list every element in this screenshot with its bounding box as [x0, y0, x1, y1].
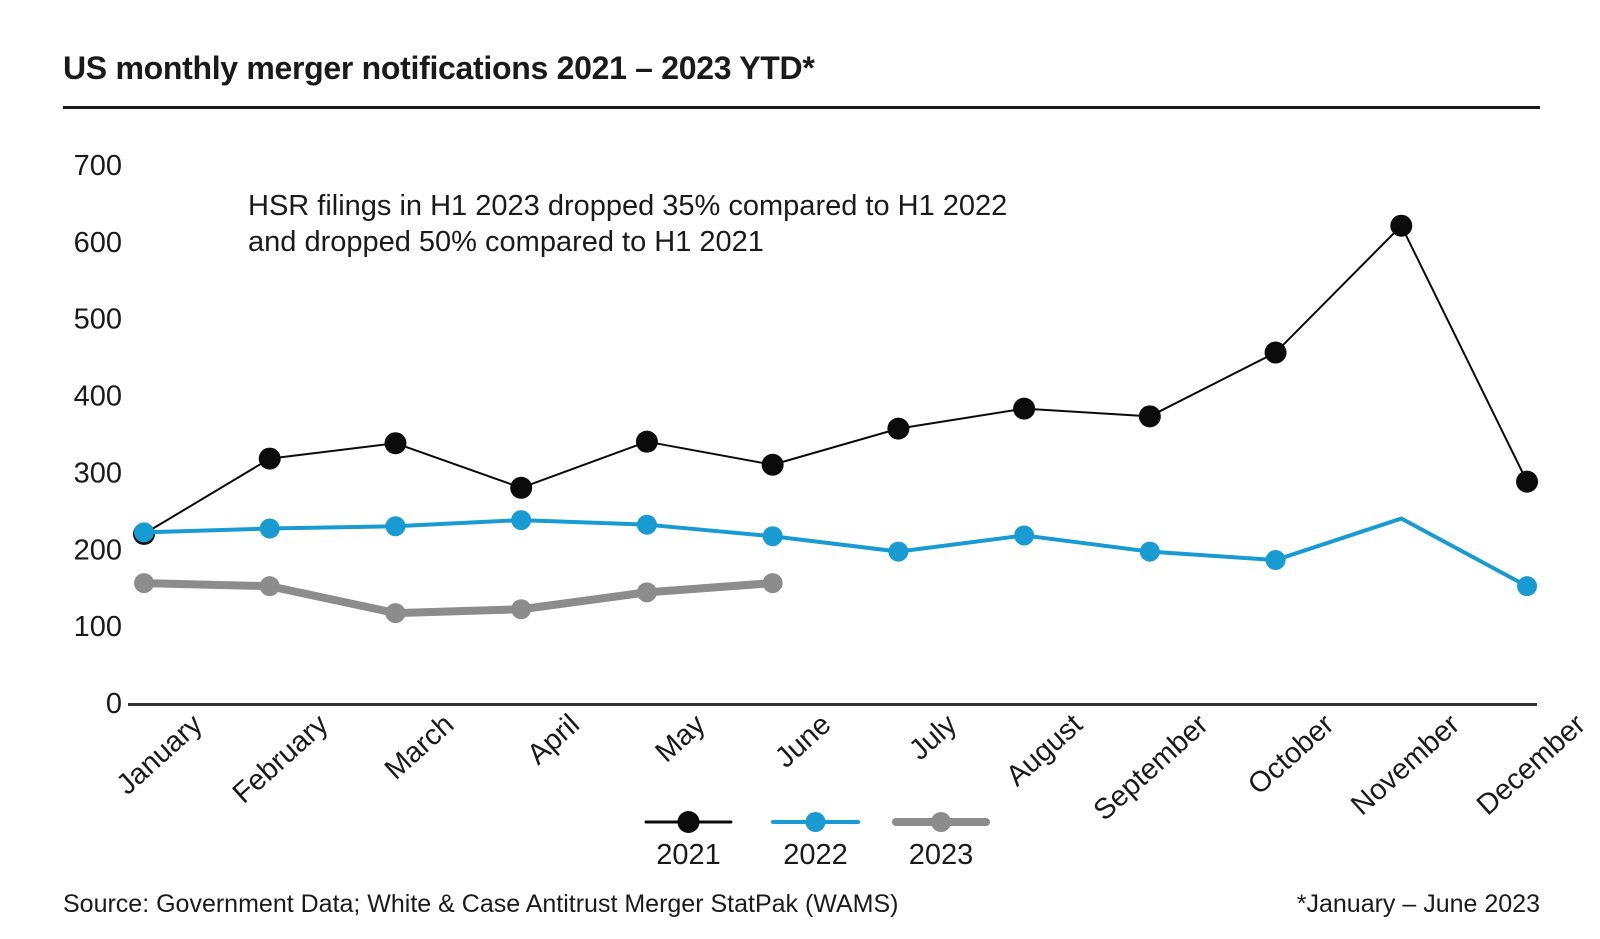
x-axis-month-label: October: [1242, 708, 1340, 801]
y-axis-tick-label: 500: [74, 304, 122, 336]
data-point-2021-july: [887, 417, 910, 440]
source-text: Source: Government Data; White & Case An…: [63, 890, 899, 918]
data-point-2023-may: [636, 582, 657, 603]
data-point-2022-april: [511, 510, 532, 531]
data-point-2021-june: [761, 453, 784, 476]
data-point-2021-october: [1264, 341, 1287, 364]
data-point-2021-april: [510, 476, 533, 499]
series-line-2021: [143, 224, 1529, 535]
data-point-2023-january: [134, 573, 154, 594]
data-point-2022-march: [385, 516, 406, 537]
y-axis-tick-label: 300: [74, 457, 122, 489]
legend-label-2021: 2021: [656, 839, 721, 871]
chart-title: US monthly merger notifications 2021 – 2…: [63, 50, 815, 86]
x-axis-month-label: September: [1088, 708, 1215, 827]
footnote-text: *January – June 2023: [1296, 890, 1540, 918]
data-point-2021-december: [1516, 470, 1539, 493]
x-axis-month-label: January: [111, 708, 209, 801]
data-point-2022-july: [888, 541, 909, 562]
data-point-2022-june: [762, 526, 783, 547]
data-point-2022-february: [259, 518, 280, 539]
series-line-2023: [140, 579, 777, 618]
y-axis-tick-label: 0: [106, 688, 122, 720]
legend-swatch-dot-2023: [931, 812, 951, 832]
series-line-2022: [142, 516, 1530, 589]
chart-annotation: HSR filings in H1 2023 dropped 35% compa…: [248, 190, 1008, 258]
y-axis-tick-label: 100: [74, 611, 122, 643]
x-axis-month-label: March: [379, 708, 460, 786]
x-axis-month-label: February: [227, 708, 335, 810]
y-axis-tick-label: 200: [74, 534, 122, 566]
legend-label-2022: 2022: [783, 839, 848, 871]
y-axis-tick-label: 600: [74, 227, 122, 259]
data-point-2022-august: [1014, 525, 1035, 546]
data-point-2022-october: [1265, 550, 1286, 571]
data-point-2023-april: [511, 599, 532, 620]
legend-swatch-dot-2022: [805, 812, 826, 832]
legend-label-2023: 2023: [909, 839, 974, 871]
data-point-2023-february: [259, 576, 280, 597]
data-point-2023-march: [385, 603, 406, 624]
data-point-2021-march: [384, 432, 407, 455]
data-point-2022-january: [134, 522, 154, 543]
y-axis-tick-label: 400: [74, 381, 122, 413]
data-point-2021-may: [635, 430, 658, 453]
data-point-2022-september: [1139, 541, 1160, 562]
x-axis-month-label: December: [1471, 708, 1592, 822]
x-axis-month-label: June: [769, 708, 837, 774]
data-point-2021-november: [1390, 214, 1413, 237]
x-axis-month-label: November: [1345, 708, 1466, 822]
x-axis-month-label: July: [903, 708, 963, 767]
data-point-2022-december: [1517, 576, 1538, 597]
data-point-2021-september: [1138, 405, 1161, 428]
data-point-2021-february: [258, 447, 281, 470]
title-rule: [63, 106, 1540, 109]
x-axis-month-label: August: [1000, 708, 1089, 792]
data-point-2021-august: [1013, 397, 1036, 420]
x-axis-month-label: May: [649, 708, 711, 769]
y-axis-tick-label: 700: [74, 150, 122, 182]
legend-swatch-dot-2021: [677, 811, 700, 833]
data-point-2022-may: [636, 514, 657, 535]
data-point-2023-june: [762, 573, 783, 594]
x-axis-month-label: April: [521, 708, 586, 771]
